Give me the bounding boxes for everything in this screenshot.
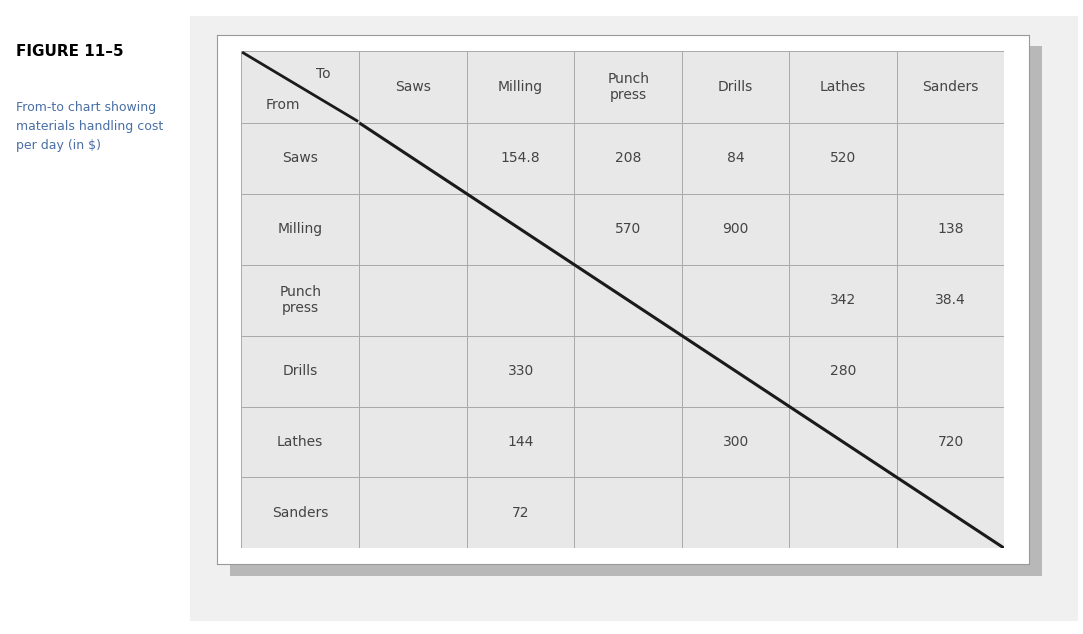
- Text: Milling: Milling: [498, 80, 544, 94]
- Text: From-to chart showing
materials handling cost
per day (in $): From-to chart showing materials handling…: [16, 101, 164, 152]
- Bar: [240, 335, 360, 406]
- Bar: [240, 194, 360, 265]
- Text: Drills: Drills: [283, 364, 317, 378]
- Bar: [790, 194, 897, 265]
- Bar: [682, 335, 790, 406]
- Text: 330: 330: [508, 364, 534, 378]
- Text: To: To: [316, 67, 331, 81]
- Bar: [467, 477, 574, 548]
- Text: Lathes: Lathes: [277, 435, 323, 449]
- Bar: [790, 406, 897, 477]
- Bar: [897, 477, 1004, 548]
- Bar: [574, 406, 682, 477]
- Bar: [897, 406, 1004, 477]
- Text: 720: 720: [938, 435, 964, 449]
- Text: Saws: Saws: [395, 80, 431, 94]
- Bar: [897, 123, 1004, 194]
- Bar: [574, 51, 682, 123]
- Bar: [467, 51, 574, 123]
- Text: 300: 300: [722, 435, 748, 449]
- Bar: [360, 265, 467, 335]
- Bar: [574, 194, 682, 265]
- Text: 38.4: 38.4: [936, 293, 966, 307]
- Bar: [897, 335, 1004, 406]
- Bar: [790, 477, 897, 548]
- Bar: [682, 51, 790, 123]
- Bar: [360, 51, 467, 123]
- Text: Drills: Drills: [718, 80, 754, 94]
- Bar: [574, 265, 682, 335]
- Bar: [897, 265, 1004, 335]
- Text: Saws: Saws: [283, 152, 318, 165]
- Bar: [682, 406, 790, 477]
- Bar: [467, 123, 574, 194]
- Text: 154.8: 154.8: [500, 152, 540, 165]
- Bar: [360, 123, 467, 194]
- Text: From: From: [265, 98, 300, 112]
- Bar: [574, 477, 682, 548]
- Text: 520: 520: [830, 152, 857, 165]
- Text: Milling: Milling: [277, 223, 323, 236]
- Bar: [574, 123, 682, 194]
- Bar: [682, 123, 790, 194]
- Text: Punch
press: Punch press: [279, 285, 322, 315]
- Bar: [790, 51, 897, 123]
- Bar: [682, 265, 790, 335]
- Text: 138: 138: [938, 223, 964, 236]
- Bar: [467, 335, 574, 406]
- Bar: [240, 265, 360, 335]
- Text: 570: 570: [615, 223, 641, 236]
- Bar: [574, 335, 682, 406]
- Bar: [240, 51, 360, 123]
- Text: 342: 342: [830, 293, 857, 307]
- Text: Lathes: Lathes: [820, 80, 866, 94]
- Text: 900: 900: [722, 223, 748, 236]
- Text: Sanders: Sanders: [272, 506, 328, 520]
- Bar: [897, 51, 1004, 123]
- Text: Punch
press: Punch press: [608, 72, 649, 102]
- Bar: [467, 265, 574, 335]
- Bar: [240, 477, 360, 548]
- Bar: [360, 194, 467, 265]
- Text: FIGURE 11–5: FIGURE 11–5: [16, 44, 123, 60]
- Bar: [682, 194, 790, 265]
- Bar: [682, 477, 790, 548]
- Bar: [240, 406, 360, 477]
- Bar: [897, 194, 1004, 265]
- Text: 144: 144: [508, 435, 534, 449]
- Text: 280: 280: [830, 364, 857, 378]
- Bar: [467, 406, 574, 477]
- Bar: [360, 406, 467, 477]
- Bar: [240, 123, 360, 194]
- Text: Sanders: Sanders: [923, 80, 979, 94]
- Bar: [467, 194, 574, 265]
- Bar: [360, 335, 467, 406]
- Bar: [790, 335, 897, 406]
- Bar: [360, 477, 467, 548]
- Bar: [790, 123, 897, 194]
- Bar: [790, 265, 897, 335]
- Text: 84: 84: [727, 152, 744, 165]
- Text: 208: 208: [615, 152, 641, 165]
- Text: 72: 72: [512, 506, 530, 520]
